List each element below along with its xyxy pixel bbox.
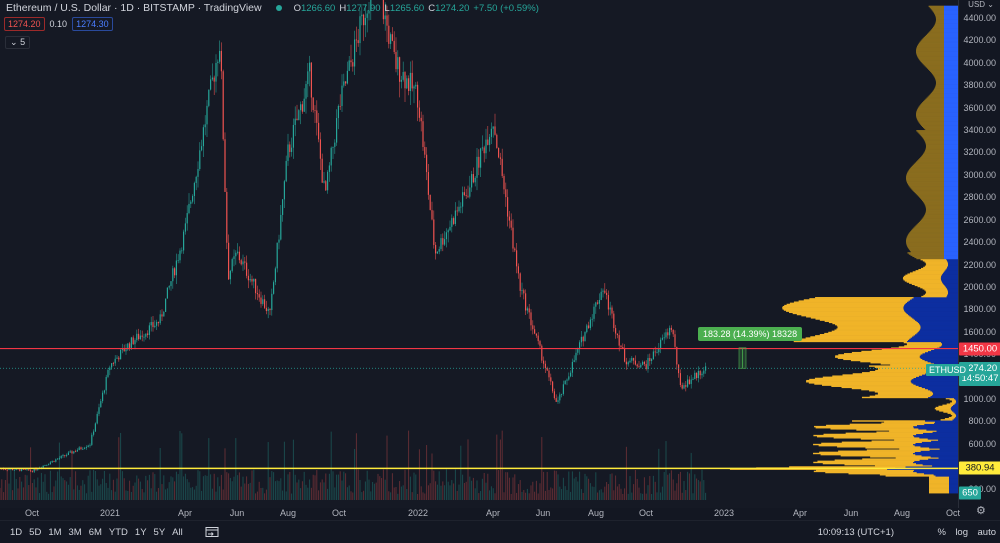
time-tick: Oct	[24, 508, 40, 518]
range-1m-button[interactable]: 1M	[48, 526, 62, 538]
candles	[0, 0, 707, 474]
price-tick: 1000.00	[963, 394, 996, 404]
price-tick: 4400.00	[963, 12, 996, 23]
price-tick: 3400.00	[963, 125, 996, 136]
price-tick: 2800.00	[963, 192, 996, 203]
volume-bars	[0, 430, 707, 500]
time-tick: Oct	[945, 508, 961, 518]
price-tick: 2000.00	[963, 281, 996, 292]
close-value: 1274.20	[435, 2, 470, 14]
time-tick: 2023	[713, 508, 735, 518]
chart-settings-gear-icon[interactable]: ⚙	[976, 505, 986, 517]
range-all-button[interactable]: All	[172, 526, 183, 538]
time-tick: Jun	[843, 508, 859, 518]
range-3m-button[interactable]: 3M	[68, 526, 82, 538]
price-tick: 3200.00	[963, 147, 996, 158]
chevron-down-icon: ⌄	[10, 37, 18, 47]
time-tick: Oct	[638, 508, 654, 518]
range-5d-button[interactable]: 5D	[29, 526, 42, 538]
bar-countdown: 14:50:47	[961, 373, 999, 384]
price-tick: 1800.00	[963, 304, 996, 315]
market-status-dot-icon	[275, 5, 282, 11]
symbol-legend: Ethereum / U.S. Dollar · 1D · BITSTAMP ·…	[6, 2, 539, 14]
go-to-date-icon[interactable]	[205, 526, 219, 538]
resistance-price-label: 1450.00	[959, 342, 1000, 356]
buy-button[interactable]: 1274.30	[72, 17, 113, 31]
range-5y-button[interactable]: 5Y	[153, 526, 166, 538]
support-price-label: 380.94	[959, 461, 1000, 475]
range-ytd-button[interactable]: YTD	[108, 526, 128, 538]
time-tick: 2022	[407, 508, 429, 518]
low-value: 1265.60	[389, 2, 425, 14]
measure-tool-shape	[738, 347, 747, 369]
time-axis[interactable]: Oct 2021 Apr Jun Aug Oct 2022 Apr Jun Aug Oct 2023 A…	[0, 508, 961, 522]
time-tick: Apr	[792, 508, 808, 518]
buy-sell-panel: 1274.20 0.10 1274.30	[4, 17, 113, 31]
time-tick: Aug	[587, 508, 605, 518]
price-tick: 2400.00	[963, 237, 996, 248]
high-value: 1277.90	[346, 2, 381, 14]
time-tick: Oct	[331, 508, 347, 518]
price-tick: 1600.00	[963, 326, 996, 337]
log-scale-button[interactable]: log	[955, 526, 968, 538]
price-tick: 600.00	[968, 438, 996, 449]
chart-pane[interactable]: Ethereum / U.S. Dollar · 1D · BITSTAMP ·…	[0, 0, 958, 508]
range-1d-button[interactable]: 1D	[10, 526, 23, 538]
price-tick: 3000.00	[963, 169, 996, 180]
time-tick: Aug	[279, 508, 297, 518]
time-tick: Apr	[485, 508, 501, 518]
change-value: +7.50 (+0.59%)	[473, 2, 539, 14]
indicators-toggle-button[interactable]: ⌄ 5	[5, 36, 31, 49]
range-1y-button[interactable]: 1Y	[134, 526, 147, 538]
time-tick: Jun	[535, 508, 551, 518]
symbol-title[interactable]: Ethereum / U.S. Dollar · 1D · BITSTAMP ·…	[6, 2, 262, 14]
price-tick: 2200.00	[963, 259, 996, 270]
sell-button[interactable]: 1274.20	[4, 17, 45, 31]
volume-profile	[729, 5, 958, 494]
price-tick: 3800.00	[963, 80, 996, 91]
time-tick: 2021	[99, 508, 121, 518]
symbol-tag: ETHUSD	[926, 364, 970, 376]
price-tick: 4200.00	[963, 35, 996, 46]
ohlc-values: O1266.60 H1277.90 L1265.60 C1274.20 +7.5…	[293, 2, 539, 14]
time-tick: Jun	[229, 508, 245, 518]
time-tick: Aug	[893, 508, 911, 518]
price-tick: 2600.00	[963, 214, 996, 225]
bottom-toolbar: 1D 5D 1M 3M 6M YTD 1Y 5Y All 10:09:13 (U…	[0, 520, 1000, 543]
price-tick: 3600.00	[963, 102, 996, 113]
candlestick-chart[interactable]	[0, 0, 958, 508]
percent-scale-button[interactable]: %	[937, 526, 946, 538]
price-tick: 800.00	[968, 416, 996, 427]
measure-label: 183.28 (14.39%) 18328	[698, 327, 803, 341]
volume-label: 650	[959, 486, 981, 500]
open-value: 1266.60	[300, 2, 336, 14]
currency-selector[interactable]: USD ⌄	[968, 0, 994, 9]
timezone-clock[interactable]: 10:09:13 (UTC+1)	[817, 526, 894, 538]
time-tick: Apr	[177, 508, 193, 518]
auto-scale-button[interactable]: auto	[977, 526, 997, 538]
price-tick: 200.00	[968, 483, 996, 494]
range-6m-button[interactable]: 6M	[88, 526, 102, 538]
price-axis[interactable]: USD ⌄ 4400.00 4200.00 4000.00 3800.00 3600.0…	[958, 0, 1000, 508]
price-tick: 4000.00	[963, 57, 996, 68]
spread-value: 0.10	[49, 19, 68, 29]
